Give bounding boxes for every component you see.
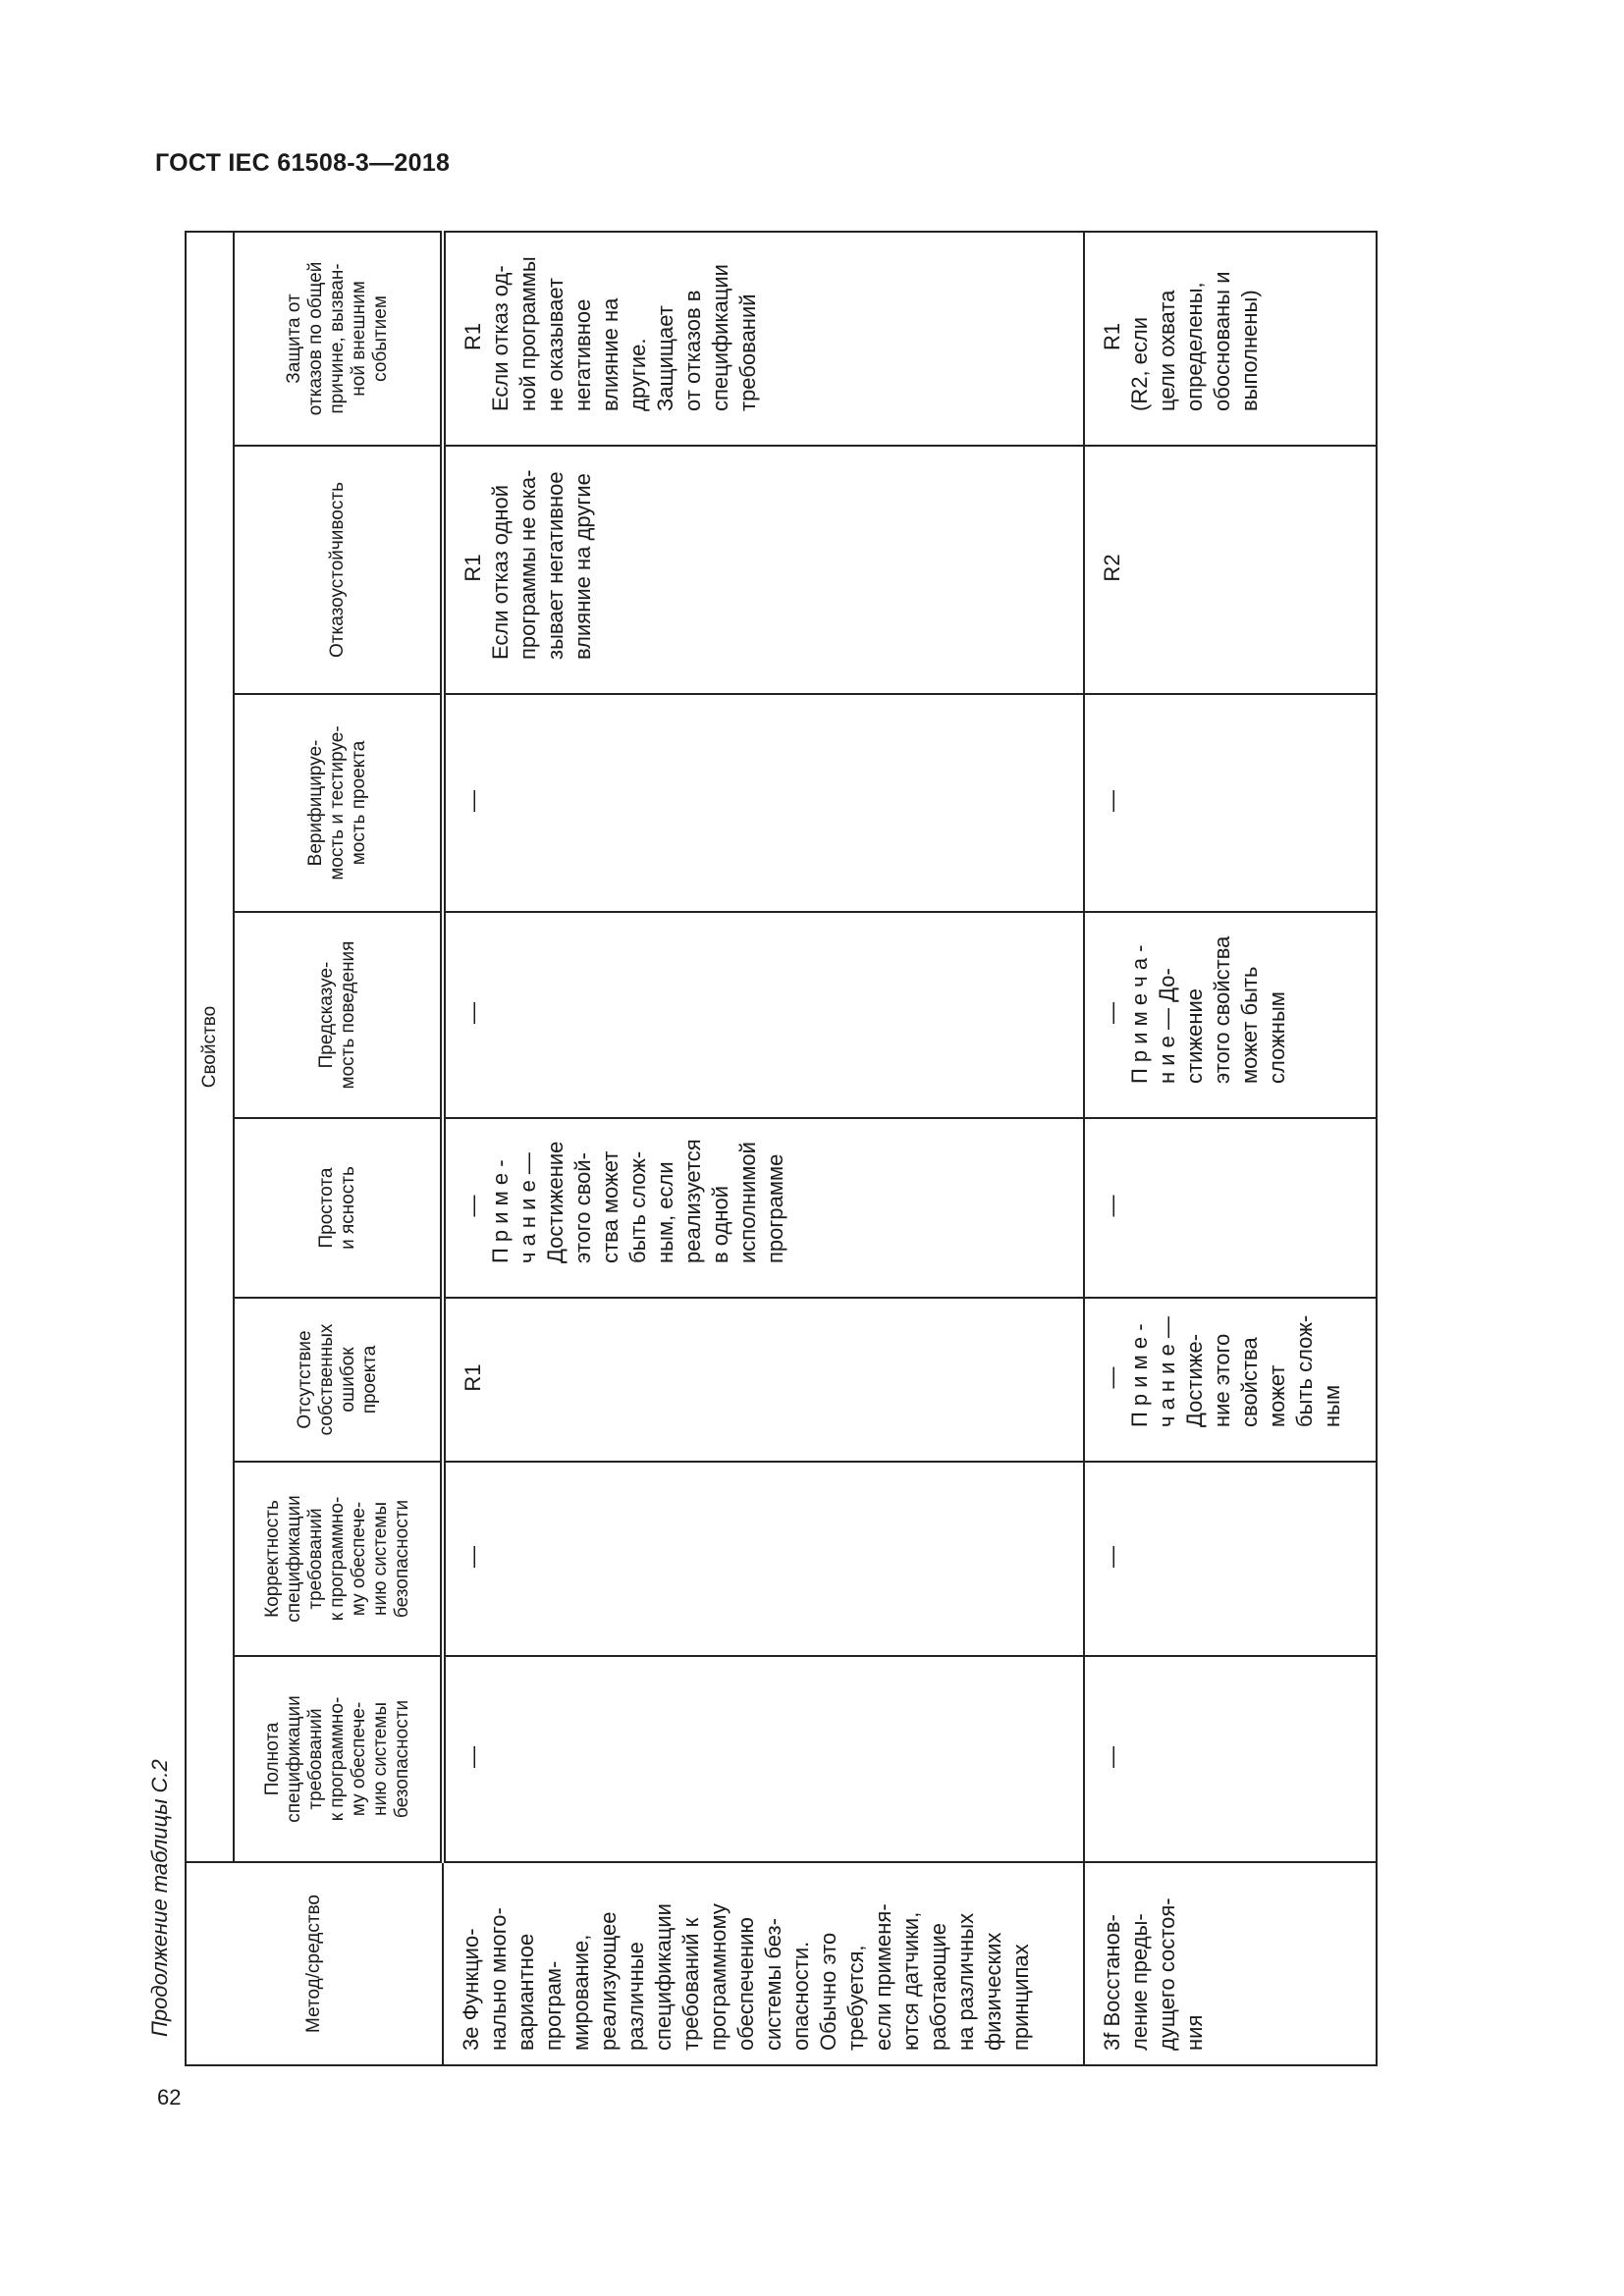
- cell-value: —: [1100, 1366, 1124, 1389]
- column-header: Отказоустойчивость: [234, 446, 443, 694]
- column-header: Корректность спецификации требований к п…: [234, 1462, 443, 1656]
- cell-value: R1: [460, 1363, 485, 1392]
- column-header: Простота и ясность: [234, 1118, 443, 1298]
- cell-value: —: [1100, 1002, 1124, 1024]
- table-caption: Продолжение таблицы С.2: [147, 1759, 172, 2037]
- page-number: 62: [157, 2085, 182, 2109]
- cell-value: R1: [460, 554, 485, 582]
- property-cell: — П р и м е - ч а н и е — Достиже- ние эт…: [1084, 1298, 1377, 1462]
- property-cell: — П р и м е - ч а н и е — Достижение этог…: [443, 1118, 1084, 1298]
- cell-value: R1: [1100, 322, 1124, 351]
- property-cell: —: [443, 1462, 1084, 1656]
- property-group-header: Свойство: [186, 231, 234, 1862]
- property-cell: R1 Если отказ одной программы не ока- зыв…: [443, 446, 1084, 694]
- method-text: 3e Функцио- нально много- вариантное про…: [459, 1903, 1033, 2051]
- cell-value: —: [460, 1746, 485, 1768]
- cell-value: —: [1100, 1195, 1124, 1217]
- properties-table: Метод/средство Свойство Полнота специфик…: [185, 231, 1378, 2066]
- column-header: Верифицируе- мость и тестируе- мость про…: [234, 694, 443, 912]
- property-cell: R1 Если отказ од- ной программы не оказыв…: [443, 231, 1084, 446]
- property-cell: —: [1084, 1462, 1377, 1656]
- cell-value: —: [1100, 1746, 1124, 1768]
- cell-note: Если отказ одной программы не ока- зывае…: [488, 469, 595, 660]
- property-cell: R1 (R2, если цели охвата определены, обос…: [1084, 231, 1377, 446]
- method-text: 3f Восстанов- ление преды- дущего состоя…: [1100, 1897, 1207, 2051]
- cell-note: П р и м е - ч а н и е — Достиже- ние это…: [1127, 1314, 1344, 1427]
- cell-value: —: [460, 1195, 485, 1217]
- property-cell: —: [1084, 1656, 1377, 1862]
- cell-value: —: [460, 1546, 485, 1568]
- method-header: Метод/средство: [186, 1862, 443, 2065]
- cell-note: Если отказ од- ной программы не оказывае…: [488, 256, 760, 411]
- column-header: Отсутствие собственных ошибок проекта: [234, 1298, 443, 1462]
- cell-value: R1: [460, 322, 485, 351]
- table-row: 3e Функцио- нально много- вариантное про…: [443, 231, 1084, 2065]
- cell-value: —: [460, 790, 485, 812]
- cell-value: R2: [1100, 554, 1124, 582]
- property-cell: — П р и м е ч а - н и е — До- стижение эт…: [1084, 912, 1377, 1118]
- table-row: 3f Восстанов- ление преды- дущего состоя…: [1084, 231, 1377, 2065]
- property-cell: —: [1084, 1118, 1377, 1298]
- property-cell: —: [1084, 694, 1377, 912]
- cell-note: П р и м е - ч а н и е — Достижение этого…: [488, 1139, 787, 1263]
- property-cell: R2: [1084, 446, 1377, 694]
- property-cell: R1: [443, 1298, 1084, 1462]
- cell-value: —: [460, 1002, 485, 1024]
- property-cell: —: [443, 912, 1084, 1118]
- cell-value: —: [1100, 790, 1124, 812]
- column-header: Предсказуе- мость поведения: [234, 912, 443, 1118]
- cell-note: П р и м е ч а - н и е — До- стижение это…: [1127, 935, 1289, 1084]
- cell-note: (R2, если цели охвата определены, обосно…: [1127, 271, 1262, 412]
- column-header: Защита от отказов по общей причине, вызв…: [234, 231, 443, 446]
- rotated-table-container: Метод/средство Свойство Полнота специфик…: [185, 231, 1378, 2066]
- method-cell: 3f Восстанов- ление преды- дущего состоя…: [1084, 1862, 1377, 2065]
- column-header: Полнота спецификации требований к програ…: [234, 1656, 443, 1862]
- cell-value: —: [1100, 1546, 1124, 1568]
- property-cell: —: [443, 1656, 1084, 1862]
- property-cell: —: [443, 694, 1084, 912]
- method-cell: 3e Функцио- нально много- вариантное про…: [443, 1862, 1084, 2065]
- document-header: ГОСТ IEC 61508-3—2018: [155, 149, 451, 177]
